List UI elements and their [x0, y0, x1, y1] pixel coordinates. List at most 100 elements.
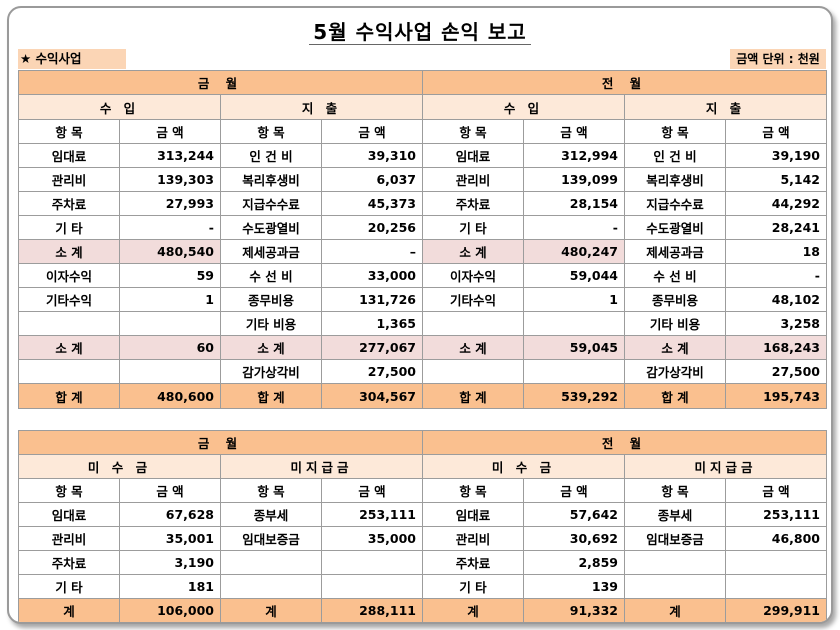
current-month-header: 금 월 — [18, 70, 423, 95]
revenue-item — [18, 311, 120, 336]
expense-amount: 3,258 — [725, 311, 827, 336]
receivable-amount: 2,859 — [523, 550, 625, 575]
revenue-amount: 60 — [119, 335, 221, 360]
table-row: 감가상각비 27,500 감가상각비 27,500 — [18, 359, 827, 384]
column-header: 금 액 — [321, 119, 423, 144]
expense-amount: - — [725, 263, 827, 288]
revenue-item — [422, 311, 524, 336]
section-label: ★ 수익사업 — [18, 49, 126, 69]
payable-amount: 46,800 — [725, 526, 827, 551]
expense-item: 복리후생비 — [220, 167, 322, 192]
revenue-amount: 539,292 — [523, 383, 625, 409]
expense-item: 인 건 비 — [624, 143, 726, 168]
expense-amount: 39,310 — [321, 143, 423, 168]
revenue-item: 소 계 — [18, 239, 120, 264]
expense-amount: 27,500 — [725, 359, 827, 384]
expense-amount: 131,726 — [321, 287, 423, 312]
revenue-amount: 139,303 — [119, 167, 221, 192]
table-row: 이자수익 59 수 선 비 33,000 이자수익 59,044 수 선 비- — [18, 263, 827, 288]
column-header: 금 액 — [523, 478, 625, 503]
table-row: 주차료 3,190 주차료 2,859 — [18, 550, 827, 575]
receivable-item: 임대료 — [18, 502, 120, 527]
payable-amount — [321, 550, 423, 575]
revenue-amount — [523, 311, 625, 336]
payable-item: 종부세 — [624, 502, 726, 527]
column-header: 금 액 — [725, 478, 827, 503]
payable-item: 임대보증금 — [220, 526, 322, 551]
revenue-item: 주차료 — [18, 191, 120, 216]
revenue-amount: 1 — [119, 287, 221, 312]
revenue-amount: 59,044 — [523, 263, 625, 288]
receivable-item: 관리비 — [422, 526, 524, 551]
column-header: 금 액 — [119, 119, 221, 144]
table-row: 계 106,000 계 288,111 계 91,332 계 299,911 — [18, 598, 827, 622]
expense-amount: 33,000 — [321, 263, 423, 288]
column-header: 금 액 — [725, 119, 827, 144]
expense-amount: 27,500 — [321, 359, 423, 384]
table-row: 기 타 - 수도광열비 20,256 기 타 - 수도광열비 28,241 — [18, 215, 827, 240]
expense-item: 수 선 비 — [624, 263, 726, 288]
table-row: 기타 비용 1,365 기타 비용 3,258 — [18, 311, 827, 336]
current-receivables-header: 미 수 금 — [18, 454, 221, 479]
revenue-item: 이자수익 — [422, 263, 524, 288]
table-row: 합 계 480,600 합 계 304,567 합 계 539,292 합 계 195,743 — [18, 383, 827, 409]
receivable-item: 임대료 — [422, 502, 524, 527]
revenue-amount: 139,099 — [523, 167, 625, 192]
payable-item — [220, 550, 322, 575]
receivable-item: 기 타 — [422, 574, 524, 599]
expense-amount: 277,067 — [321, 335, 423, 360]
column-header: 금 액 — [523, 119, 625, 144]
expense-amount: 48,102 — [725, 287, 827, 312]
previous-revenue-header: 수 입 — [422, 94, 625, 120]
revenue-item: 기타수익 — [18, 287, 120, 312]
table-row: 기 타 181 기 타 139 — [18, 574, 827, 599]
previous-month-header: 전 월 — [422, 70, 827, 95]
receivable-item: 주차료 — [18, 550, 120, 575]
column-header: 항 목 — [18, 119, 120, 144]
revenue-item: 합 계 — [422, 383, 524, 409]
revenue-item — [18, 359, 120, 384]
expense-amount: 18 — [725, 239, 827, 264]
revenue-item: 임대료 — [422, 143, 524, 168]
receivable-item: 주차료 — [422, 550, 524, 575]
expense-amount: 44,292 — [725, 191, 827, 216]
revenue-amount: 480,600 — [119, 383, 221, 409]
expense-item: 감가상각비 — [220, 359, 322, 384]
receivable-amount: 91,332 — [523, 598, 625, 622]
expense-item: 감가상각비 — [624, 359, 726, 384]
expense-amount: 168,243 — [725, 335, 827, 360]
expense-amount: 28,241 — [725, 215, 827, 240]
expense-item: 합 계 — [624, 383, 726, 409]
revenue-amount — [119, 311, 221, 336]
expense-item: 복리후생비 — [624, 167, 726, 192]
payable-amount: 35,000 — [321, 526, 423, 551]
expense-item: 소 계 — [220, 335, 322, 360]
expense-amount: 20,256 — [321, 215, 423, 240]
current-payables-header: 미지급금 — [220, 454, 423, 479]
table-row: 관리비 35,001 임대보증금 35,000 관리비 30,692 임대보증금 46,800 — [18, 526, 827, 551]
expense-amount: 39,190 — [725, 143, 827, 168]
previous-receivables-header: 미 수 금 — [422, 454, 625, 479]
receivable-item: 계 — [422, 598, 524, 622]
column-header: 항 목 — [624, 478, 726, 503]
expense-amount: 6,037 — [321, 167, 423, 192]
column-header: 금 액 — [119, 478, 221, 503]
column-header: 항 목 — [422, 478, 524, 503]
revenue-amount — [523, 359, 625, 384]
revenue-item: 합 계 — [18, 383, 120, 409]
revenue-amount: - — [119, 215, 221, 240]
expense-item: 기타 비용 — [220, 311, 322, 336]
receivable-amount: 3,190 — [119, 550, 221, 575]
payable-item: 계 — [220, 598, 322, 622]
receivable-amount: 35,001 — [119, 526, 221, 551]
revenue-amount: 59 — [119, 263, 221, 288]
revenue-item: 소 계 — [18, 335, 120, 360]
revenue-item: 소 계 — [422, 335, 524, 360]
payable-item — [624, 574, 726, 599]
expense-amount: 1,365 — [321, 311, 423, 336]
current-month-header: 금 월 — [18, 430, 423, 455]
expense-amount: 304,567 — [321, 383, 423, 409]
current-expense-header: 지 출 — [220, 94, 423, 120]
payable-amount: 253,111 — [321, 502, 423, 527]
revenue-item: 임대료 — [18, 143, 120, 168]
